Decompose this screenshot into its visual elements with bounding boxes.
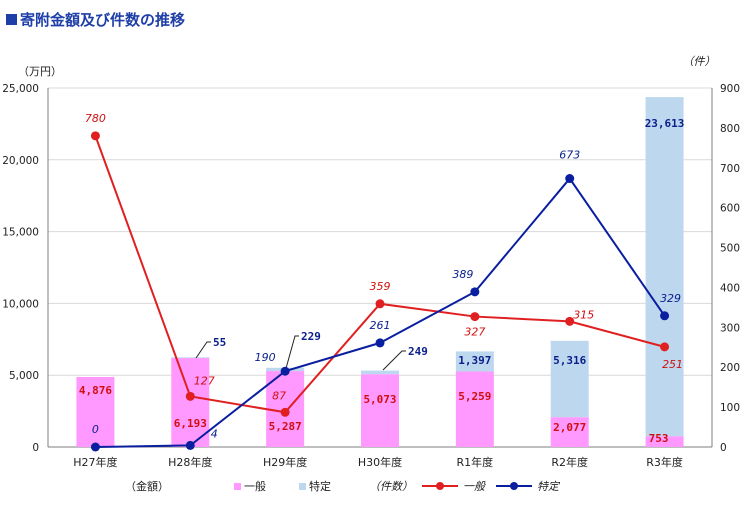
line-label-specific: 329 <box>660 292 681 305</box>
line-label-general: 359 <box>370 280 391 293</box>
legend-swatch-bar-specific <box>299 483 306 490</box>
point-general <box>280 407 290 417</box>
category-label: R1年度 <box>457 455 494 469</box>
line-label-specific: 4 <box>211 427 218 440</box>
category-label: H28年度 <box>168 455 212 469</box>
point-specific <box>280 366 290 376</box>
left-axis-unit: （万円） <box>18 65 62 78</box>
line-label-general: 251 <box>662 358 683 371</box>
category-label: H30年度 <box>358 455 402 469</box>
right-tick-label: 400 <box>720 282 740 294</box>
point-general <box>565 316 575 326</box>
point-general <box>185 391 195 401</box>
bar-general <box>550 417 589 447</box>
left-tick-label: 10,000 <box>2 298 39 310</box>
line-label-specific: 389 <box>452 268 473 281</box>
line-label-general: 327 <box>464 326 485 339</box>
bar-label-specific: 55 <box>213 336 226 349</box>
title-row: 寄附金額及び件数の推移 <box>6 9 185 29</box>
line-label-specific: 0 <box>92 423 99 436</box>
legend-bar-general: 一般 <box>244 480 266 493</box>
right-tick-label: 0 <box>720 442 727 454</box>
legend-swatch-bar-general <box>234 483 241 490</box>
bar-label-general: 6,193 <box>174 417 207 430</box>
legend-bar-specific: 特定 <box>309 479 331 493</box>
bar-label-specific: 229 <box>301 330 321 343</box>
bar-general <box>171 358 210 447</box>
point-general <box>90 131 100 141</box>
bar-general <box>455 371 494 447</box>
right-tick-label: 800 <box>720 123 740 135</box>
right-axis-unit: （件） <box>683 55 716 68</box>
bar-label-general: 5,287 <box>269 420 302 433</box>
legend-marker-specific <box>510 482 518 490</box>
right-tick-label: 700 <box>720 163 740 175</box>
point-specific <box>375 338 385 348</box>
bar-label-general: 5,073 <box>363 393 396 406</box>
left-tick-label: 25,000 <box>2 83 39 95</box>
line-label-specific: 261 <box>370 319 391 332</box>
left-tick-label: 20,000 <box>2 155 39 167</box>
bar-specific <box>361 370 399 375</box>
category-label: H27年度 <box>73 455 117 469</box>
bar-specific <box>171 357 210 359</box>
bar-label-general: 2,077 <box>553 421 586 434</box>
point-general <box>375 299 385 309</box>
legend-line-specific-label: 特定 <box>537 480 561 493</box>
bar-label-general: 4,876 <box>79 384 112 397</box>
bar-specific <box>455 351 494 372</box>
right-tick-label: 600 <box>720 203 740 215</box>
bar-label-specific: 5,316 <box>553 354 586 367</box>
left-tick-label: 0 <box>32 442 39 454</box>
left-tick-label: 5,000 <box>9 370 39 382</box>
legend-right-axis-label: （件数） <box>369 480 413 493</box>
legend-line-general-label: 一般 <box>463 480 487 493</box>
bar-general <box>361 374 399 447</box>
bar-specific <box>645 97 684 437</box>
bar-general <box>76 376 115 447</box>
line-label-general: 315 <box>573 308 594 321</box>
bar-label-general: 753 <box>649 432 669 445</box>
category-label: R2年度 <box>551 455 588 469</box>
point-specific <box>90 442 100 452</box>
bar-label-specific: 1,397 <box>458 354 491 367</box>
category-label: H29年度 <box>263 455 307 469</box>
bar-general <box>645 436 684 447</box>
callout-leader <box>284 335 299 373</box>
callout-leader <box>195 341 211 359</box>
line-label-general: 780 <box>85 112 106 125</box>
point-specific <box>185 440 195 450</box>
right-tick-label: 200 <box>720 362 740 374</box>
category-label: R3年度 <box>646 455 683 469</box>
right-tick-label: 100 <box>720 402 740 414</box>
line-label-specific: 673 <box>559 149 580 162</box>
point-specific <box>470 287 480 297</box>
point-general <box>470 312 480 322</box>
line-label-general: 127 <box>194 374 215 387</box>
legend-marker-general <box>436 482 444 490</box>
point-specific <box>565 174 575 184</box>
left-tick-label: 15,000 <box>2 227 39 239</box>
bar-label-specific: 249 <box>408 345 428 358</box>
line-label-specific: 190 <box>255 351 276 364</box>
right-tick-label: 500 <box>720 243 740 255</box>
point-specific <box>660 311 670 321</box>
bar-label-specific: 23,613 <box>645 117 685 130</box>
callout-leader <box>382 350 406 371</box>
right-tick-label: 300 <box>720 322 740 334</box>
right-tick-label: 900 <box>720 83 740 95</box>
bar-specific <box>550 340 589 418</box>
legend-left-axis-label: （金額） <box>125 479 169 493</box>
line-label-general: 87 <box>272 389 286 402</box>
title-square-icon <box>6 13 17 25</box>
point-general <box>660 342 670 352</box>
bar-label-general: 5,259 <box>458 390 491 403</box>
chart-title: 寄附金額及び件数の推移 <box>20 10 186 29</box>
